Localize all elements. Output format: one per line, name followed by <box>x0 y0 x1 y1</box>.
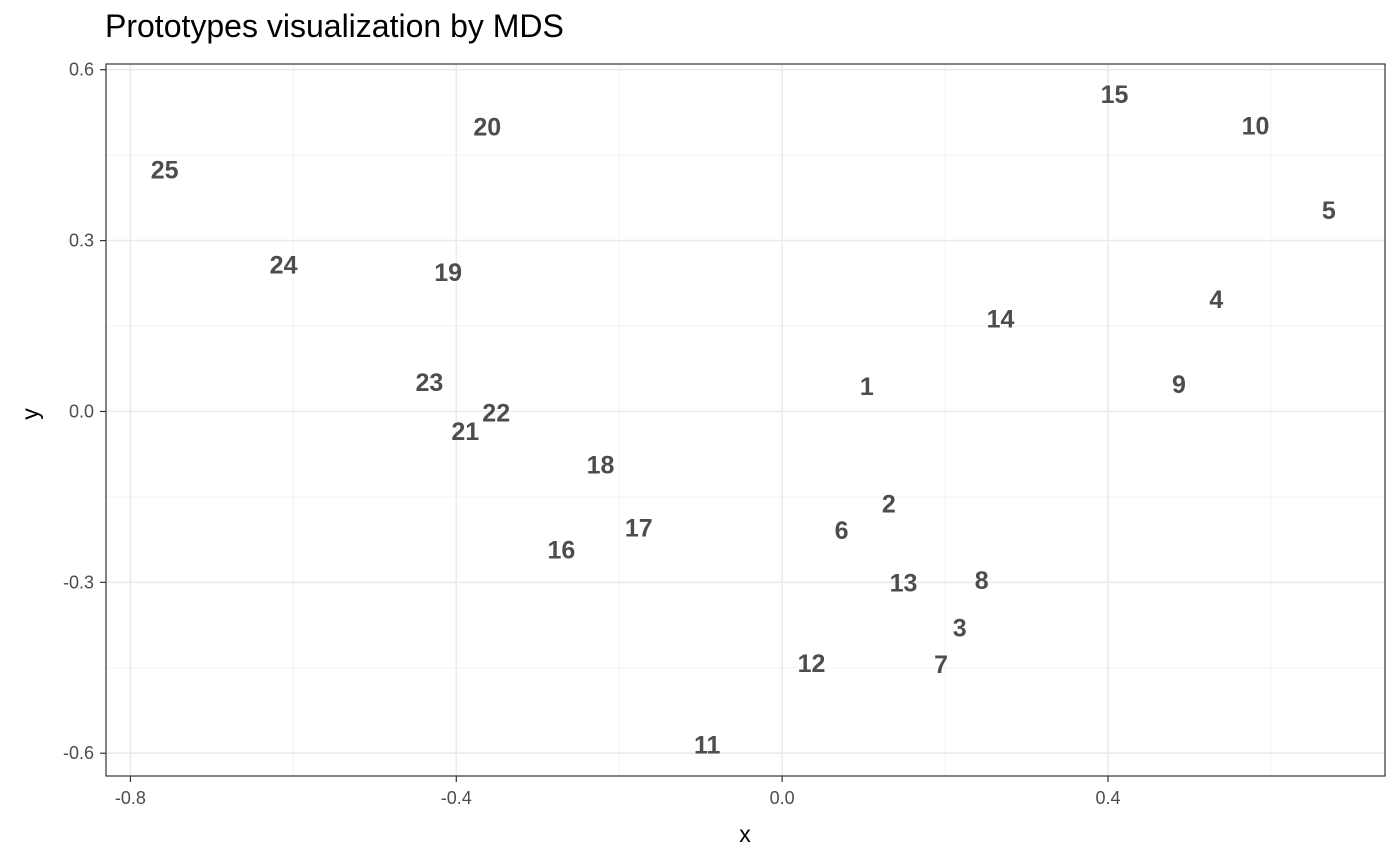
x-axis-ticks: -0.8 -0.4 0.0 0.4 <box>115 776 1121 808</box>
point-label-4: 4 <box>1209 286 1223 314</box>
point-label-13: 13 <box>890 569 918 597</box>
point-label-7: 7 <box>934 651 948 679</box>
point-label-15: 15 <box>1101 81 1129 109</box>
x-axis-title: x <box>739 821 751 847</box>
point-label-19: 19 <box>434 259 462 287</box>
point-label-11: 11 <box>694 732 721 760</box>
point-labels: 1234567891011121314151617181920212223242… <box>151 81 1336 759</box>
y-tick-label: -0.6 <box>63 743 94 763</box>
major-grid-lines <box>106 64 1385 776</box>
x-tick-label: 0.4 <box>1096 788 1121 808</box>
point-label-1: 1 <box>860 373 874 401</box>
point-label-9: 9 <box>1172 371 1186 399</box>
point-label-21: 21 <box>451 418 479 446</box>
y-tick-label: 0.3 <box>69 231 94 251</box>
y-axis-ticks: -0.6 -0.3 0.0 0.3 0.6 <box>63 60 106 763</box>
x-tick-label: 0.0 <box>770 788 795 808</box>
point-label-10: 10 <box>1242 113 1270 141</box>
point-label-14: 14 <box>987 306 1015 334</box>
panel-border <box>105 63 1386 777</box>
point-label-24: 24 <box>270 251 298 279</box>
point-label-12: 12 <box>798 650 826 678</box>
y-tick-label: 0.0 <box>69 401 94 421</box>
point-label-22: 22 <box>482 400 510 428</box>
chart-title: Prototypes visualization by MDS <box>105 8 564 44</box>
point-label-5: 5 <box>1322 197 1336 225</box>
point-label-25: 25 <box>151 156 179 184</box>
minor-grid-lines <box>106 64 1385 776</box>
point-label-18: 18 <box>587 451 615 479</box>
point-label-8: 8 <box>975 567 989 595</box>
point-label-17: 17 <box>625 515 653 543</box>
point-label-3: 3 <box>953 614 967 642</box>
x-tick-label: -0.8 <box>115 788 146 808</box>
point-label-23: 23 <box>416 369 444 397</box>
y-tick-label: -0.3 <box>63 572 94 592</box>
point-label-2: 2 <box>882 491 896 519</box>
y-tick-label: 0.6 <box>69 60 94 80</box>
point-label-16: 16 <box>547 536 575 564</box>
x-tick-label: -0.4 <box>441 788 472 808</box>
point-label-6: 6 <box>835 517 849 545</box>
y-axis-title: y <box>17 408 43 420</box>
point-label-20: 20 <box>473 114 501 142</box>
